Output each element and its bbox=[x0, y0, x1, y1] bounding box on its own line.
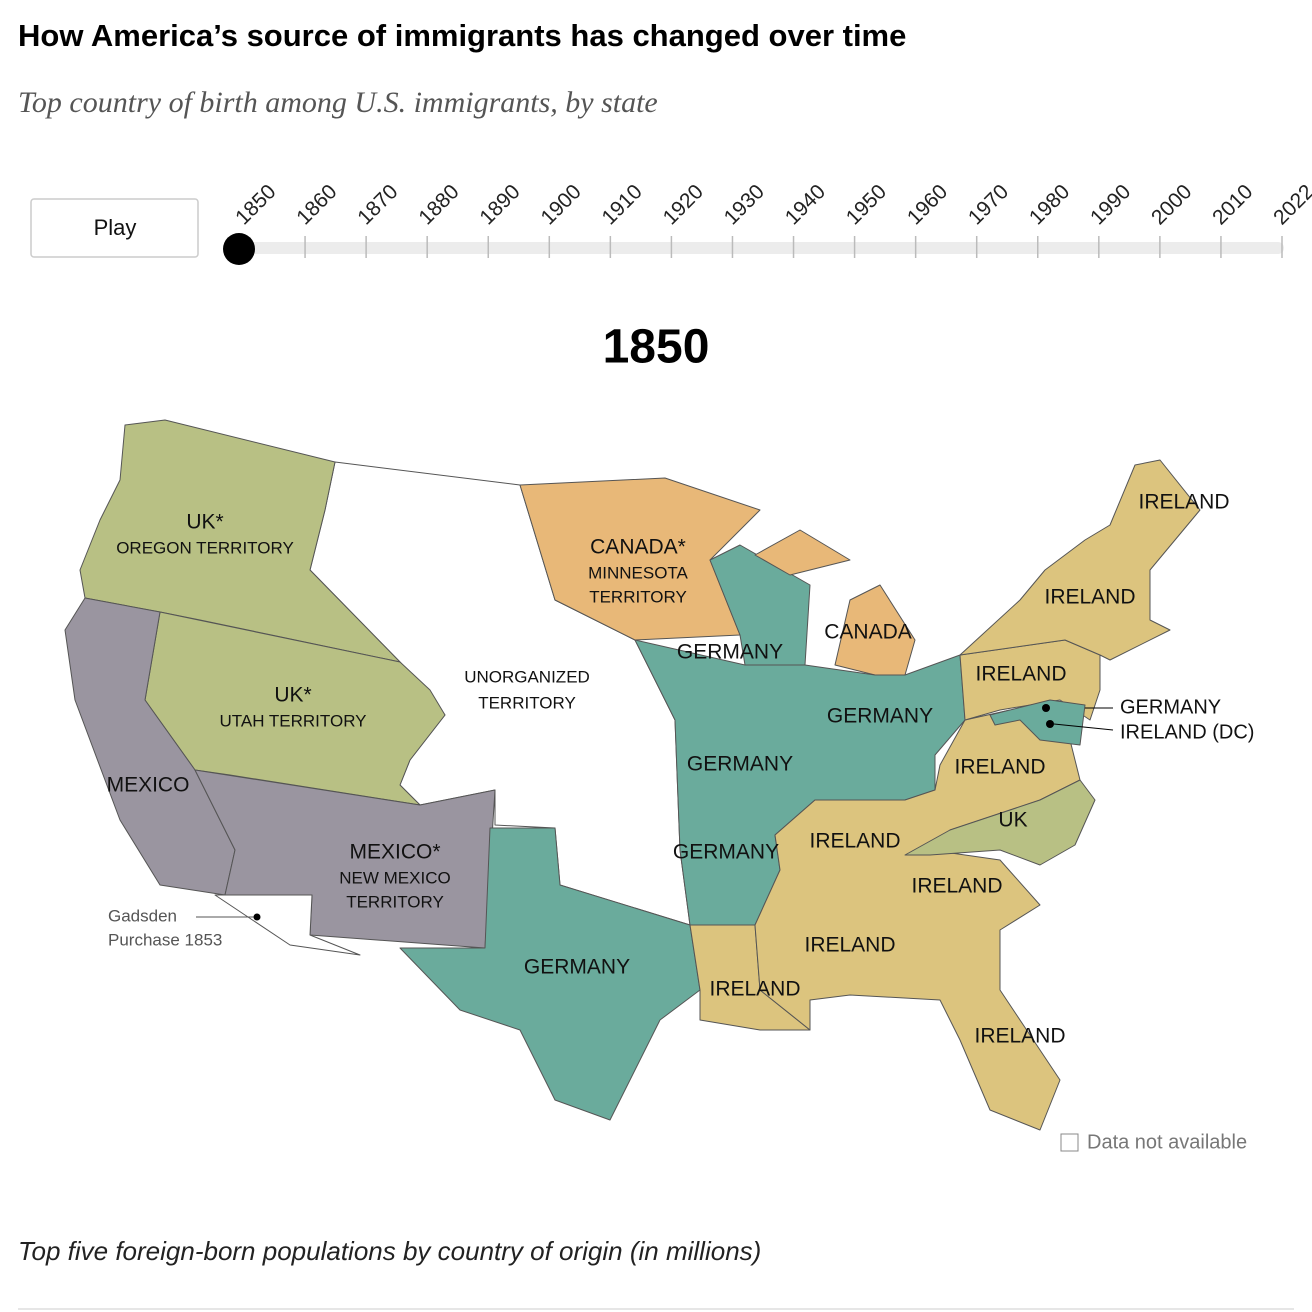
year-label[interactable]: 1950 bbox=[842, 180, 891, 229]
subtitle: Top country of birth among U.S. immigran… bbox=[18, 86, 658, 119]
play-label[interactable]: Play bbox=[94, 215, 137, 240]
year-label[interactable]: 1850 bbox=[231, 180, 280, 229]
region-label: MINNESOTA bbox=[588, 563, 688, 582]
year-label[interactable]: 2010 bbox=[1208, 180, 1257, 229]
slider-knob[interactable] bbox=[223, 233, 255, 265]
region-label: NEW MEXICO bbox=[339, 868, 450, 887]
texas bbox=[399, 827, 701, 1121]
legend-swatch bbox=[1060, 1133, 1079, 1152]
region-label: TERRITORY bbox=[589, 587, 687, 606]
timeline[interactable]: 1850 1860 1870 1880 1890 1900 1910 1920 1930 1940… bbox=[223, 180, 1312, 265]
year-label[interactable]: 1930 bbox=[720, 180, 769, 229]
dc-callout: GERMANY IRELAND (DC) bbox=[1042, 696, 1254, 743]
year-label[interactable]: 1890 bbox=[475, 180, 524, 229]
legend-label: Data not available bbox=[1087, 1131, 1247, 1153]
play-button[interactable]: Play bbox=[30, 198, 199, 258]
region-label: GERMANY bbox=[687, 753, 793, 776]
southeast-states bbox=[754, 709, 1081, 1131]
region-label: UK* bbox=[186, 511, 223, 534]
year-label[interactable]: 1970 bbox=[964, 180, 1013, 229]
year-label[interactable]: 1960 bbox=[903, 180, 952, 229]
region-label: UK* bbox=[274, 684, 311, 707]
year-label[interactable]: 1920 bbox=[659, 180, 708, 229]
region-label: IRELAND bbox=[804, 934, 895, 957]
region-label: OREGON TERRITORY bbox=[116, 538, 294, 557]
maryland bbox=[989, 699, 1086, 746]
year-label[interactable]: 1900 bbox=[536, 180, 585, 229]
gadsden-label: Purchase 1853 bbox=[108, 930, 222, 949]
callout-dot bbox=[253, 913, 261, 921]
region-label: IRELAND bbox=[809, 830, 900, 853]
title: How America’s source of immigrants has c… bbox=[18, 18, 906, 53]
year-label[interactable]: 1980 bbox=[1025, 180, 1074, 229]
region-label: CANADA* bbox=[590, 536, 686, 559]
year-label[interactable]: 2000 bbox=[1147, 180, 1196, 229]
callout-label: IRELAND (DC) bbox=[1120, 721, 1254, 743]
gadsden-callout: Gadsden Purchase 1853 bbox=[108, 906, 261, 949]
year-label[interactable]: 1870 bbox=[353, 180, 402, 229]
region-label: MEXICO bbox=[107, 774, 190, 797]
callout-line bbox=[1053, 723, 1114, 731]
year-label[interactable]: 1990 bbox=[1086, 180, 1135, 229]
play-button-box[interactable] bbox=[30, 198, 199, 258]
region-labels: UK* OREGON TERRITORY UK* UTAH TERRITORY MEXI… bbox=[107, 491, 1230, 1048]
year-label[interactable]: 1880 bbox=[414, 180, 463, 229]
table-title: Top five foreign-born populations by cou… bbox=[18, 1236, 761, 1266]
year-label[interactable]: 1910 bbox=[598, 180, 647, 229]
region-label: GERMANY bbox=[673, 841, 779, 864]
region-label: MEXICO* bbox=[349, 841, 440, 864]
year-label[interactable]: 2022 bbox=[1269, 180, 1312, 229]
region-label: IRELAND bbox=[954, 756, 1045, 779]
region-label: IRELAND bbox=[975, 663, 1066, 686]
region-label: UK bbox=[998, 809, 1027, 832]
region-label: TERRITORY bbox=[346, 892, 444, 911]
region-label: IRELAND bbox=[709, 978, 800, 1001]
north-carolina bbox=[904, 779, 1096, 866]
region-label: IRELAND bbox=[974, 1025, 1065, 1048]
region-label: GERMANY bbox=[827, 705, 933, 728]
region-label: CANADA bbox=[824, 621, 912, 644]
region-label: IRELAND bbox=[1138, 491, 1229, 514]
michigan-upper bbox=[754, 529, 851, 576]
callout-dot bbox=[1046, 720, 1054, 728]
year-label[interactable]: 1940 bbox=[781, 180, 830, 229]
new-york-new-england bbox=[959, 459, 1201, 661]
year-label[interactable]: 1860 bbox=[292, 180, 341, 229]
region-label: UNORGANIZED bbox=[464, 667, 590, 686]
region-label: TERRITORY bbox=[478, 693, 576, 712]
gadsden-label: Gadsden bbox=[108, 906, 177, 925]
region-label: UTAH TERRITORY bbox=[219, 711, 366, 730]
gadsden-purchase bbox=[214, 894, 361, 956]
callout-label: GERMANY bbox=[1120, 696, 1221, 718]
region-label: IRELAND bbox=[911, 875, 1002, 898]
region-label: GERMANY bbox=[677, 641, 783, 664]
year-title: 1850 bbox=[603, 321, 710, 374]
callout-dot bbox=[1042, 704, 1050, 712]
map: UK* OREGON TERRITORY UK* UTAH TERRITORY MEXI… bbox=[64, 419, 1254, 1153]
slider-track[interactable] bbox=[238, 242, 1284, 254]
region-label: IRELAND bbox=[1044, 586, 1135, 609]
region-label: GERMANY bbox=[524, 956, 630, 979]
